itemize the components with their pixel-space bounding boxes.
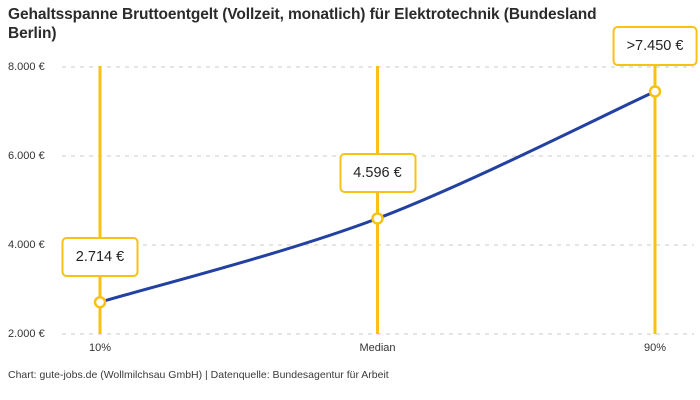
y-axis-tick-label: 6.000 €: [8, 150, 45, 162]
x-axis-tick-label: 90%: [643, 342, 667, 354]
chart-title: Gehaltsspanne Bruttoentgelt (Vollzeit, m…: [8, 6, 597, 42]
data-point-marker: [371, 212, 384, 225]
y-axis-tick-label: 4.000 €: [8, 239, 45, 251]
y-axis-tick-label: 8.000 €: [8, 61, 45, 73]
y-axis-tick-label: 2.000 €: [8, 328, 45, 340]
chart-source-attribution: Chart: gute-jobs.de (Wollmilchsau GmbH) …: [8, 369, 389, 381]
data-point-marker: [93, 295, 107, 309]
x-axis-tick-label: Median: [359, 342, 396, 354]
value-annotation-box: >7.450 €: [612, 25, 698, 66]
value-annotation-box: 2.714 €: [61, 236, 139, 277]
x-axis-tick-label: 10%: [88, 342, 112, 354]
data-point-marker: [648, 85, 662, 98]
value-annotation-box: 4.596 €: [339, 152, 416, 193]
